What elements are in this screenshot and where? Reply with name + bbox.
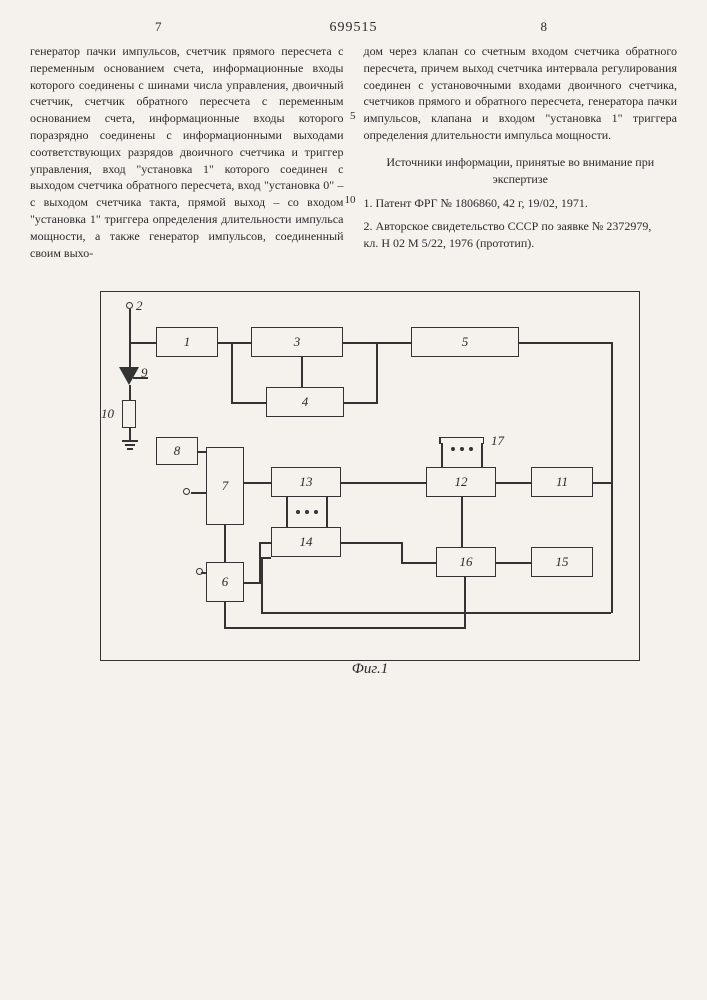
label-17: 17	[491, 432, 504, 450]
block-15: 15	[531, 547, 593, 577]
document-number: 699515	[330, 18, 378, 38]
block-5: 5	[411, 327, 519, 357]
terminal-7	[183, 488, 190, 495]
block-13: 13	[271, 467, 341, 497]
line-marker-5: 5	[350, 109, 356, 124]
wire-3-down-4	[301, 357, 303, 387]
block-12: 12	[426, 467, 496, 497]
wire-10-bot	[129, 428, 131, 440]
reference-1: 1. Патент ФРГ № 1806860, 42 г, 19/02, 19…	[364, 195, 678, 212]
wire-14-16-h	[401, 562, 436, 564]
terminal-2	[126, 302, 133, 309]
ground-3	[127, 448, 133, 450]
wire-bottom1v	[464, 577, 466, 629]
wire-8-7	[198, 451, 206, 453]
wire-17-l	[441, 443, 443, 467]
block-3: 3	[251, 327, 343, 357]
wire-6-14	[244, 582, 259, 584]
wire-bottom2-lh	[261, 557, 271, 559]
sources-heading: Источники информации, принятые во вниман…	[364, 154, 678, 188]
wire-1-3	[218, 342, 251, 344]
wire-bottom2-l	[261, 557, 263, 613]
wire-7-6	[224, 525, 226, 562]
block-8: 8	[156, 437, 198, 465]
wire-10-top	[129, 385, 131, 400]
reference-2: 2. Авторское свидетельство СССР по заявк…	[364, 218, 678, 235]
wire-to-b1	[129, 342, 156, 344]
dots-13-14	[296, 510, 318, 514]
wire-1-down	[231, 342, 233, 402]
label-2: 2	[136, 297, 143, 315]
wire-7-13	[244, 482, 271, 484]
wire-7-term	[191, 492, 206, 494]
block-1: 1	[156, 327, 218, 357]
wire-bottom1	[224, 602, 226, 627]
wire-17-r	[481, 443, 483, 467]
block-diagram: 2 9 10 1 3 5 4 8 7 13 12 11 14 16 15 6	[100, 291, 640, 661]
diagram-container: 2 9 10 1 3 5 4 8 7 13 12 11 14 16 15 6	[30, 291, 677, 686]
text-columns: 5 10 генератор пачки импульсов, счетчик …	[30, 43, 677, 261]
left-column: 5 10 генератор пачки импульсов, счетчик …	[30, 43, 344, 261]
wire-bottom2	[261, 612, 611, 614]
wire-term-6	[201, 572, 206, 574]
reference-2b: кл. H 02 M 5/22, 1976 (прототип).	[364, 235, 678, 252]
wire-4-up	[376, 342, 378, 404]
ground-1	[122, 440, 138, 442]
wire-5-down	[611, 342, 613, 482]
block-4: 4	[266, 387, 344, 417]
block-7: 7	[206, 447, 244, 525]
wire-6-14h	[259, 542, 271, 544]
wire-bottom2-r	[611, 482, 613, 613]
wire-14-16-v	[401, 542, 403, 562]
wire-13-14-l	[286, 497, 288, 527]
wire-15-16	[496, 562, 531, 564]
wire-bottom1h	[224, 627, 464, 629]
page-number-left: 7	[155, 18, 162, 36]
label-10: 10	[101, 405, 114, 423]
wire-9-top	[129, 344, 131, 367]
figure-label: Фиг.1	[352, 659, 388, 680]
wire-11-12	[496, 482, 531, 484]
block-16: 16	[436, 547, 496, 577]
wire-12-16	[461, 497, 463, 547]
bracket-17	[439, 437, 484, 443]
block-6: 6	[206, 562, 244, 602]
wire-to-11	[593, 482, 612, 484]
left-column-text: генератор пачки импульсов, счетчик прямо…	[30, 44, 344, 260]
block-14: 14	[271, 527, 341, 557]
right-column-text: дом через клапан со счетным входом счетч…	[364, 43, 678, 144]
resistor-10	[122, 400, 136, 428]
wire-to-4	[231, 402, 266, 404]
line-marker-10: 10	[345, 193, 356, 208]
dots-17	[451, 447, 473, 451]
block-11: 11	[531, 467, 593, 497]
wire-4-out	[344, 402, 376, 404]
page-number-right: 8	[541, 18, 548, 36]
wire-12-13	[341, 482, 426, 484]
wire-14-16	[341, 542, 401, 544]
thyristor-icon	[119, 367, 139, 385]
wire-5-right	[519, 342, 612, 344]
right-column: дом через клапан со счетным входом счетч…	[364, 43, 678, 261]
label-9: 9	[141, 364, 148, 382]
wire-13-14-r	[326, 497, 328, 527]
ground-2	[125, 444, 135, 446]
wire-input-vert	[129, 309, 131, 344]
